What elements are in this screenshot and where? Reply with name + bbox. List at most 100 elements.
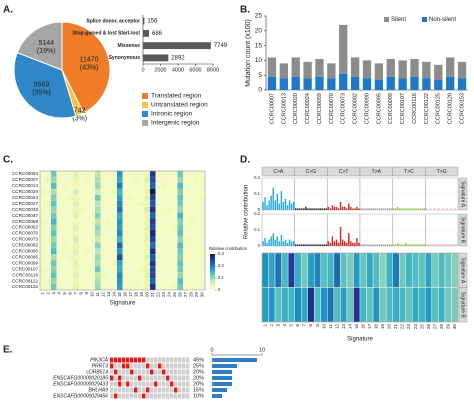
heatmap-cell bbox=[385, 252, 393, 288]
heatmap-cell bbox=[62, 254, 68, 261]
heatmap-cell bbox=[62, 188, 68, 195]
x-axis-title: Signature bbox=[110, 301, 136, 307]
heatmap-cell bbox=[40, 212, 46, 219]
column-label: 13 bbox=[106, 292, 111, 298]
heatmap-cell bbox=[183, 176, 189, 183]
bar bbox=[425, 208, 428, 210]
heatmap-cell bbox=[188, 200, 194, 207]
heatmap-cell bbox=[89, 242, 95, 249]
bar bbox=[378, 208, 381, 210]
heatmap-cell bbox=[133, 260, 139, 267]
oncoprint-cell bbox=[162, 375, 166, 381]
heatmap-cell bbox=[194, 260, 200, 267]
oncoprint-cell bbox=[154, 387, 158, 393]
heatmap-cell bbox=[78, 218, 84, 225]
heatmap-cell bbox=[84, 260, 90, 267]
oncoprint-cell bbox=[114, 393, 118, 399]
heatmap-cell bbox=[51, 206, 57, 213]
strip bbox=[458, 177, 468, 211]
heatmap-cell bbox=[45, 266, 51, 273]
group-label: C>T bbox=[339, 169, 349, 175]
heatmap-cell bbox=[451, 252, 459, 288]
panel-label: A. bbox=[3, 5, 13, 16]
heatmap-cell bbox=[89, 171, 95, 177]
heatmap-cell bbox=[274, 287, 282, 323]
heatmap-cell bbox=[133, 230, 139, 237]
bar-segment bbox=[446, 76, 455, 90]
heatmap-cell bbox=[51, 182, 57, 189]
legend-swatch bbox=[422, 17, 427, 22]
heatmap-cell bbox=[172, 266, 178, 273]
heatmap-cell bbox=[78, 188, 84, 195]
oncoprint-cell bbox=[162, 381, 166, 387]
heatmap-cell bbox=[287, 252, 295, 288]
column-label: 30 bbox=[199, 292, 204, 298]
heatmap-cell bbox=[128, 278, 134, 285]
heatmap-cell bbox=[314, 252, 321, 288]
heatmap-cell bbox=[438, 287, 446, 323]
bar bbox=[405, 242, 407, 246]
bar bbox=[143, 54, 169, 62]
oncoprint-cell bbox=[130, 393, 134, 399]
oncoprint-cell bbox=[158, 369, 162, 375]
heatmap-cell bbox=[172, 242, 178, 249]
heatmap-cell bbox=[155, 194, 161, 201]
heatmap-cell bbox=[144, 272, 150, 279]
heatmap-cell bbox=[172, 278, 178, 285]
x-tick-label: 2000 bbox=[154, 67, 166, 73]
x-axis-title: Signature bbox=[347, 337, 373, 343]
heatmap-cell bbox=[106, 284, 112, 290]
oncoprint-cell bbox=[130, 357, 134, 363]
heatmap-cell bbox=[199, 248, 205, 255]
x-tick-label: CCRC00125 bbox=[436, 93, 442, 124]
oncoprint-cell bbox=[110, 393, 114, 399]
bar bbox=[311, 244, 313, 246]
oncoprint-cell bbox=[166, 357, 170, 363]
oncoprint-cell bbox=[162, 357, 166, 363]
heatmap-cell bbox=[117, 176, 123, 183]
bar bbox=[305, 206, 307, 210]
heatmap-cell bbox=[161, 266, 167, 273]
heatmap-cell bbox=[89, 182, 95, 189]
bar bbox=[346, 242, 348, 246]
heatmap-cell bbox=[84, 212, 90, 219]
heatmap-cell bbox=[412, 252, 419, 288]
bar bbox=[448, 244, 450, 246]
heatmap-cell bbox=[166, 230, 172, 237]
column-label: 13 bbox=[341, 324, 346, 330]
oncoprint-cell bbox=[146, 381, 150, 387]
y-tick-label: 25 bbox=[255, 13, 263, 20]
heatmap-cell bbox=[150, 224, 156, 231]
oncoprint-cell bbox=[126, 381, 130, 387]
column-label: 6 bbox=[295, 324, 300, 327]
heatmap-cell bbox=[139, 176, 145, 183]
heatmap-cell bbox=[78, 284, 84, 290]
oncoprint-cell bbox=[170, 357, 174, 363]
column-label: 14 bbox=[347, 324, 352, 330]
heatmap-cell bbox=[425, 252, 433, 288]
group-label: T>A bbox=[372, 169, 382, 175]
heatmap-cell bbox=[62, 218, 68, 225]
heatmap-cell bbox=[199, 242, 205, 249]
heatmap-cell bbox=[144, 266, 150, 273]
oncoprint-cell bbox=[158, 393, 162, 399]
oncoprint-cell bbox=[174, 375, 178, 381]
heatmap-cell bbox=[122, 200, 128, 207]
heatmap-cell bbox=[133, 278, 139, 285]
oncoprint-cell bbox=[158, 387, 162, 393]
heatmap-cell bbox=[84, 236, 90, 243]
bar bbox=[280, 190, 283, 210]
heatmap-cell bbox=[166, 284, 172, 290]
oncoprint-cell bbox=[170, 387, 174, 393]
heatmap-cell bbox=[144, 218, 150, 225]
bar bbox=[366, 244, 368, 246]
oncoprint-cell bbox=[174, 363, 178, 369]
bar bbox=[307, 208, 309, 210]
heatmap-cell bbox=[188, 182, 194, 189]
oncoprint-cell bbox=[186, 387, 190, 393]
heatmap-cell bbox=[111, 242, 117, 249]
bar bbox=[364, 244, 366, 246]
heatmap-cell bbox=[194, 230, 200, 237]
oncoprint-cell bbox=[154, 381, 158, 387]
oncoprint-cell bbox=[154, 357, 158, 363]
